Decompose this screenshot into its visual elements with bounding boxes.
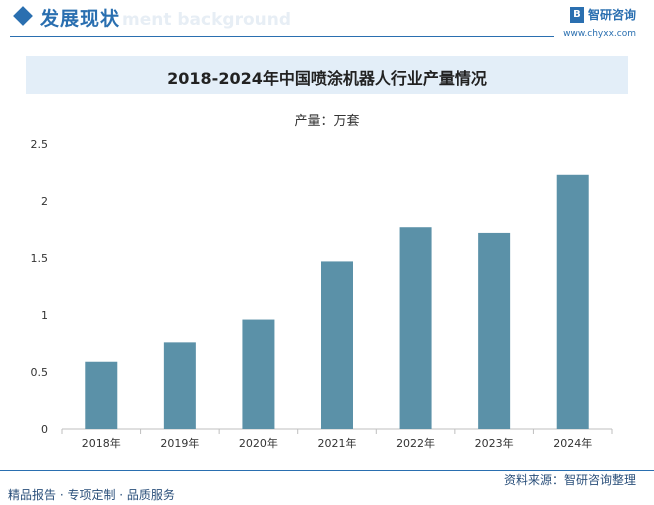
chart-title-band: 2018-2024年中国喷涂机器人行业产量情况 <box>26 56 628 94</box>
bar-2022年 <box>399 227 432 429</box>
header-divider <box>10 36 554 37</box>
x-tick-label: 2023年 <box>475 436 514 450</box>
brand: B 智研咨询 www.chyxx.com <box>563 6 636 39</box>
x-tick-label: 2021年 <box>318 436 357 450</box>
ghost-watermark-text: ment background <box>122 10 292 30</box>
bar-2021年 <box>321 261 353 429</box>
y-tick-label: 2 <box>41 195 48 208</box>
x-tick-label: 2020年 <box>239 436 278 450</box>
y-tick-label: 1.5 <box>31 252 49 265</box>
x-tick-label: 2022年 <box>396 436 435 450</box>
bar-chart: 0 0.5 1 1.5 2 2.5 2018年 2019年 2020年 2021年 2022年 202… <box>31 138 613 450</box>
brand-url: www.chyxx.com <box>563 29 636 39</box>
x-tick-label: 2019年 <box>160 436 199 450</box>
bar-2019年 <box>163 342 196 429</box>
source-note: 资料来源：智研咨询整理 <box>503 473 636 487</box>
bar-2020年 <box>242 319 275 429</box>
tagline: 精品报告 · 专项定制 · 品质服务 <box>8 488 175 502</box>
bar-2023年 <box>478 232 511 429</box>
y-tick-label: 1 <box>41 309 48 322</box>
section-title: 发展现状 <box>40 8 121 30</box>
y-tick-label: 0.5 <box>31 366 49 379</box>
header: 发展现状 ment background B 智研咨询 www.chyxx.co… <box>0 0 654 40</box>
bar-2018年 <box>85 361 118 429</box>
y-tick-label: 2.5 <box>31 138 49 151</box>
y-tick-label: 0 <box>41 423 48 436</box>
bar-2024年 <box>556 174 589 429</box>
brand-name: 智研咨询 <box>587 8 636 22</box>
x-tick-label: 2024年 <box>553 436 592 450</box>
chart-title: 2018-2024年中国喷涂机器人行业产量情况 <box>167 69 487 88</box>
unit-label: 产量：万套 <box>294 114 360 129</box>
x-tick-label: 2018年 <box>82 436 121 450</box>
brand-logo-icon: B <box>569 6 584 23</box>
footer-divider <box>0 470 654 471</box>
